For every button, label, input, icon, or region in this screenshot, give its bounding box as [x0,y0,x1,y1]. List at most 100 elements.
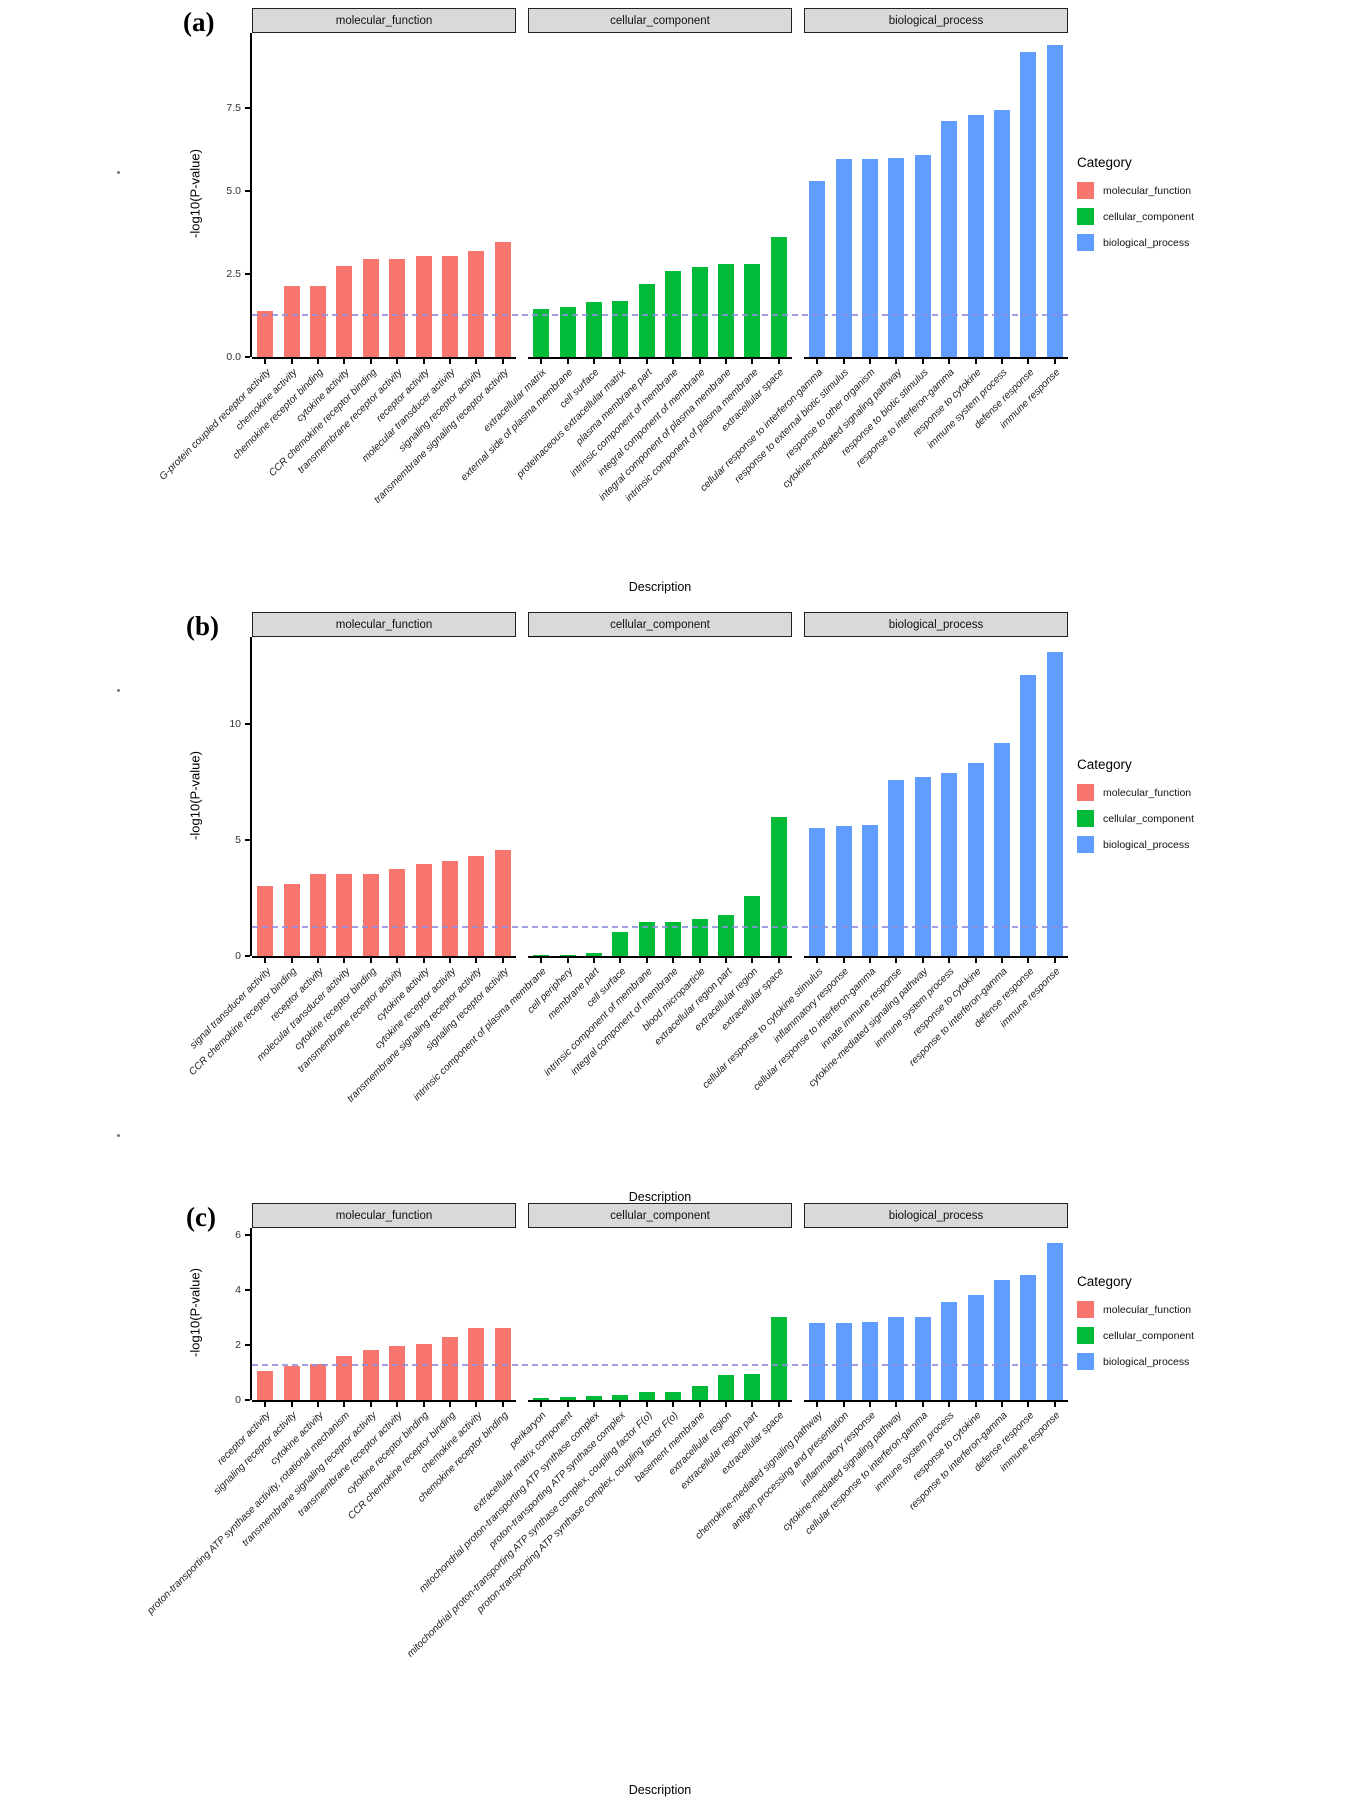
panel-a-x-tick-mark [842,359,845,364]
panel-b-x-tick-mark [396,958,399,963]
panel-a-bar-signaling-receptor-activity [468,251,485,357]
panel-a-x-axis-title: Description [628,580,692,594]
panel-b-x-tick-mark [974,958,977,963]
panel-b-y-axis-title: -log10(P-value) [187,750,203,840]
panel-a-x-tick-mark [1027,359,1030,364]
panel-c-x-tick-mark [974,1402,977,1407]
panel-c-y-axis-line [250,1228,252,1400]
panel-a-x-tick-mark [1001,359,1003,364]
panel-a-x-tick-mark [816,359,819,364]
panel-c-x-tick-mark [317,1402,319,1407]
panel-b-bar-ccr-chemokine-receptor-binding [283,884,300,956]
panel-b-x-tick-mark [1053,958,1056,963]
panel-c-bar-basement-membrane [691,1386,708,1400]
panel-b-bar-immune-system-process [941,773,958,956]
panel-b-legend-swatch-cellular-component [1077,809,1094,827]
panel-c-bar-cellular-response-to-interferon-gamma [914,1317,931,1400]
panel-a-x-tick-mark [698,359,701,364]
panel-c-x-tick-mark [698,1402,701,1407]
panel-a-x-tick-mark [974,359,977,364]
panel-a-x-tick-mark [921,359,924,364]
panel-c-bar-extracellular-region [718,1375,734,1400]
panel-c-y-tick-mark [245,1288,250,1291]
panel-c-x-axis-title: Description [628,1783,692,1797]
panel-b-x-tick-mark [921,958,924,963]
panel-c-x-axis-line-biological-process [804,1400,1068,1402]
panel-a-x-tick-mark [593,359,595,364]
panel-a-bar-ccr-chemokine-receptor-binding [362,259,379,357]
panel-a-bar-integral-component-of-plasma-membrane [718,264,734,357]
panel-b-x-tick-mark [449,958,451,963]
panel-c-bar-proton-transporting-atp-synthase-activity-rotational-mechanism [336,1356,353,1400]
panel-c-x-tick-mark [672,1402,675,1407]
panel-b-x-axis-line-biological-process [804,956,1068,958]
panel-b-x-tick-mark [290,958,293,963]
panel-b-x-tick-mark [725,958,727,963]
panel-c-bar-defense-response [1020,1275,1037,1400]
panel-b-x-tick-mark [698,958,701,963]
panel-b-facet-header-cellular-component: cellular_component [528,612,792,637]
panel-a-bar-intrinsic-component-of-plasma-membrane [744,264,761,357]
panel-c-y-tick-label: 0 [235,1394,241,1406]
panel-b-bar-transmembrane-signaling-receptor-activity [468,856,485,956]
panel-a-x-tick-mark [1053,359,1056,364]
panel-a-significance-line [252,313,1068,316]
panel-c-x-tick-mark [593,1402,595,1407]
panel-a-bar-response-to-other-organism [862,159,878,357]
panel-a-bar-chemokine-activity [283,286,300,357]
panel-a-bar-response-to-cytokine [967,115,984,357]
panel-c-bar-signaling-receptor-activity [283,1366,300,1400]
panel-c-x-axis-line-cellular-component [528,1400,792,1402]
panel-c-bar-extracellular-space [770,1317,787,1400]
panel-c-y-axis-title: -log10(P-value) [187,1268,203,1357]
panel-a-x-tick-mark [501,359,504,364]
panel-a-legend-label-cellular-component: cellular_component [1103,211,1195,223]
panel-b-bar-integral-component-of-membrane [665,922,682,956]
panel-c-label: (c) [186,1202,216,1232]
panel-b-x-tick-mark [816,958,819,963]
panel-b-bar-membrane-part [586,953,602,956]
panel-b-x-tick-mark [619,958,622,963]
panel-b-bar-response-to-interferon-gamma [994,743,1010,956]
panel-c-x-tick-mark [264,1402,267,1407]
panel-b-bar-cellular-response-to-cytokine-stimulus [809,828,826,956]
panel-a-legend-label-molecular-function: molecular_function [1103,185,1192,197]
panel-a-bar-cytokine-mediated-signaling-pathway [888,158,905,357]
panel-c-legend-swatch-cellular-component [1077,1327,1094,1344]
panel-a-y-tick-mark [245,107,250,110]
panel-c-x-tick-mark [1027,1402,1030,1407]
panel-a-legend-label-biological-process: biological_process [1103,237,1190,249]
panel-c-legend-title: Category [1077,1274,1132,1289]
panel-b-x-tick-mark [645,958,648,963]
panel-b-facet-header-molecular-function: molecular_function [252,612,516,637]
panel-a-x-label-response-to-external-biotic-stimulus: response to external biotic stimulus [733,367,852,486]
panel-c-x-axis-line-molecular-function [252,1400,516,1402]
panel-a-x-tick-mark [540,359,543,364]
panel-a-x-tick-mark [475,359,478,364]
panel-c-y-tick-mark [245,1233,250,1236]
panel-c-facet-header-cellular-component: cellular_component [528,1203,792,1228]
panel-b-bar-signaling-receptor-activity [494,850,511,956]
panel-c-x-tick-mark [1001,1402,1003,1407]
panel-c-legend-label-biological-process: biological_process [1103,1356,1190,1368]
panel-b-y-tick-label: 10 [229,718,241,730]
panel-a-bar-proteinaceous-extracellular-matrix [612,301,629,357]
panel-c-x-tick-mark [1053,1402,1056,1407]
panel-a-legend-title: Category [1077,155,1132,170]
panel-b-bar-cytokine-mediated-signaling-pathway [914,777,931,956]
panel-c-x-tick-mark [645,1402,648,1407]
panel-c-legend-swatch-molecular-function [1077,1301,1094,1318]
panel-b-bar-cytokine-receptor-binding [362,874,379,956]
panel-b-x-tick-mark [593,958,595,963]
panel-c-x-tick-mark [948,1402,951,1407]
panel-a-bar-integral-component-of-membrane [691,267,708,357]
panel-c-x-tick-mark [475,1402,478,1407]
panel-a-bar-response-to-external-biotic-stimulus [835,159,852,357]
panel-a-x-tick-mark [725,359,727,364]
panel-a-x-tick-mark [672,359,675,364]
panel-b-x-tick-mark [869,958,871,963]
panel-b-bar-cell-surface [612,932,629,956]
panel-b-y-axis-line [250,637,252,956]
panel-b-x-tick-mark [264,958,267,963]
panel-a-x-tick-mark [290,359,293,364]
